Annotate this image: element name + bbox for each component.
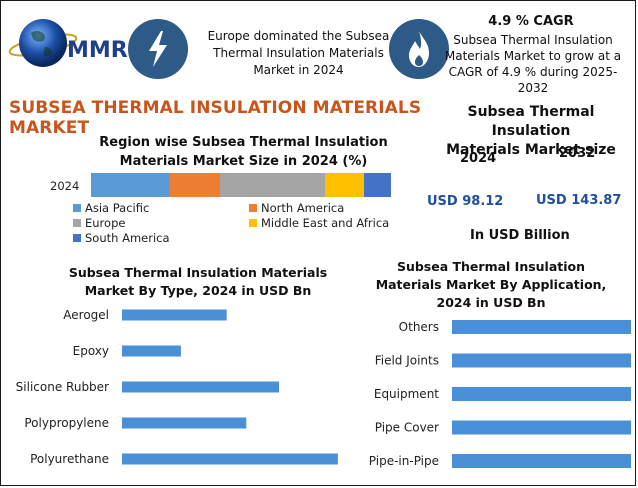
legend-item-south-america: South America [73, 231, 170, 245]
lightning-icon [128, 19, 188, 79]
globe-logo-icon: MMR [8, 19, 128, 67]
bar-field-joints [452, 353, 631, 368]
type-chart-title-text: Subsea Thermal Insulation Materials Mark… [68, 265, 328, 298]
cagr-title: 4.9 % CAGR [488, 14, 574, 29]
region-segment-europe [220, 173, 325, 197]
legend-item-middle-east-africa: Middle East and Africa [249, 216, 389, 230]
market-value-2024: USD 98.12 [427, 194, 504, 209]
category-label: Others [399, 320, 439, 334]
cagr-line-3: CAGR of 4.9 % during 2025-2032 [448, 65, 618, 95]
legend-swatch [73, 204, 81, 212]
category-label: Silicone Rubber [16, 380, 109, 394]
bar-pipe-cover [452, 420, 631, 435]
year-2032-label: 2032 [559, 146, 596, 161]
mmr-logo: MMR [7, 11, 132, 76]
legend-swatch [73, 234, 81, 242]
application-chart-title-text: Subsea Thermal Insulation Materials Mark… [375, 259, 607, 310]
main-title: SUBSEA THERMAL INSULATION MATERIALS MARK… [9, 98, 422, 138]
bar-polypropylene [122, 417, 247, 429]
headline: Europe dominated the Subsea Thermal Insu… [201, 28, 396, 79]
legend-label: North America [261, 201, 345, 215]
application-chart-title: Subsea Thermal Insulation Materials Mark… [371, 258, 611, 312]
region-segment-north-america [169, 173, 220, 197]
market-size-title-line-1: Subsea Thermal Insulation [467, 104, 595, 139]
bar-equipment [452, 387, 631, 401]
market-value-2032: USD 143.87 [536, 193, 622, 208]
category-label: Field Joints [375, 354, 439, 368]
region-chart-title-text: Region wise Subsea Thermal Insulation Ma… [99, 135, 388, 169]
cagr-line-2: Materials Market to grow at a [444, 49, 622, 63]
legend-item-europe: Europe [73, 216, 125, 230]
region-chart-title: Region wise Subsea Thermal Insulation Ma… [91, 133, 396, 171]
legend-label: Asia Pacific [85, 201, 150, 215]
logo-text: MMR [67, 38, 128, 63]
flame-icon [389, 19, 449, 79]
region-stacked-bar [91, 173, 391, 197]
headline-line-2: Thermal Insulation Materials [213, 46, 384, 60]
cagr-line-1: Subsea Thermal Insulation [453, 33, 613, 47]
market-unit: In USD Billion [470, 228, 570, 243]
bar-polyurethane [122, 453, 338, 465]
type-bar-chart: Aerogel Epoxy Silicone Rubber Polypropylene… [16, 308, 338, 466]
category-label: Pipe-in-Pipe [369, 454, 439, 468]
legend-swatch [249, 219, 257, 227]
region-segment-south-america [364, 173, 391, 197]
market-size-title: Subsea Thermal Insulation Materials Mark… [441, 103, 621, 160]
category-label: Equipment [374, 387, 439, 401]
legend-item-asia-pacific: Asia Pacific [73, 201, 149, 215]
legend-item-north-america: North America [249, 201, 344, 215]
region-legend: Asia Pacific North America Europe Middle… [73, 201, 413, 247]
headline-line-3: Market in 2024 [253, 63, 344, 77]
year-2024-label: 2024 [460, 151, 497, 166]
category-label: Aerogel [63, 308, 109, 322]
legend-swatch [249, 204, 257, 212]
legend-label: South America [85, 231, 170, 245]
bar-silicone-rubber [122, 381, 280, 393]
bar-aerogel [122, 309, 227, 321]
bar-others [452, 320, 631, 334]
legend-swatch [73, 219, 81, 227]
region-segment-middle-east-and-africa [325, 173, 364, 197]
cagr-description: Subsea Thermal Insulation Materials Mark… [444, 32, 622, 96]
bar-pipe-in-pipe [452, 454, 631, 468]
category-label: Epoxy [73, 344, 109, 358]
headline-line-1: Europe dominated the Subsea [207, 29, 390, 43]
market-size-title-line-2: Materials Market size [446, 142, 616, 158]
bar-epoxy [122, 345, 181, 357]
region-segment-asia-pacific [91, 173, 169, 197]
category-label: Pipe Cover [375, 421, 439, 435]
type-chart-title: Subsea Thermal Insulation Materials Mark… [53, 264, 343, 300]
region-chart-year-label: 2024 [50, 179, 80, 193]
category-label: Polyurethane [30, 452, 109, 466]
legend-label: Europe [85, 216, 126, 230]
legend-label: Middle East and Africa [261, 216, 390, 230]
application-bar-chart: Others Field Joints Equipment Pipe Cover Pip… [369, 320, 631, 468]
category-label: Polypropylene [24, 416, 109, 430]
